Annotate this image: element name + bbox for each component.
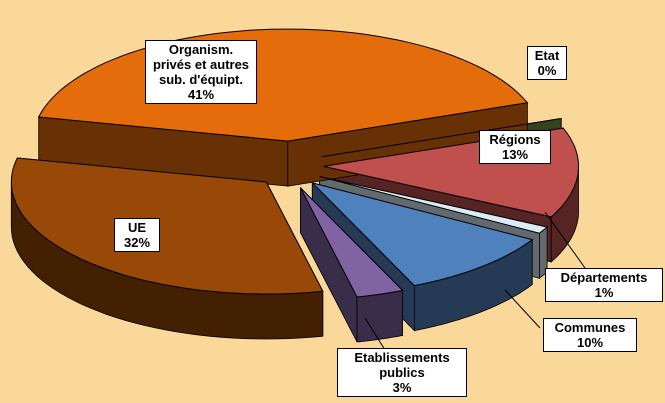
leader-line [544, 211, 586, 269]
data-label: Etat 0% [527, 46, 567, 80]
value-label: 1% [594, 285, 614, 300]
category-label: Etablissements publics [354, 350, 450, 380]
value-label: 13% [501, 147, 529, 162]
data-label: Organism. privés et autres sub. d'équipt… [145, 40, 257, 104]
data-label: Etablissements publics 3% [337, 348, 467, 397]
slice [321, 118, 562, 158]
slice [310, 181, 534, 287]
value-label: 41% [187, 87, 215, 102]
value-label: 32% [123, 235, 151, 250]
slice [300, 187, 404, 298]
value-label: 0% [537, 63, 557, 78]
value-label: 3% [392, 380, 412, 395]
leader-line [504, 289, 541, 329]
data-label: UE 32% [114, 218, 160, 252]
value-label: 10% [576, 335, 604, 350]
slice [319, 176, 549, 234]
slice-rim [356, 289, 403, 343]
category-label: Départements [560, 270, 648, 285]
data-label: Communes 10% [543, 318, 637, 352]
data-label: Départements 1% [545, 268, 663, 302]
data-label: Régions 13% [479, 130, 551, 164]
category-label: Organism. privés et autres sub. d'équipt… [152, 42, 250, 87]
category-label: Etat [534, 48, 560, 63]
slice [10, 157, 324, 295]
category-label: Régions [489, 132, 541, 147]
category-label: Communes [554, 320, 626, 335]
leader-line [364, 317, 386, 351]
category-label: UE [127, 220, 147, 235]
